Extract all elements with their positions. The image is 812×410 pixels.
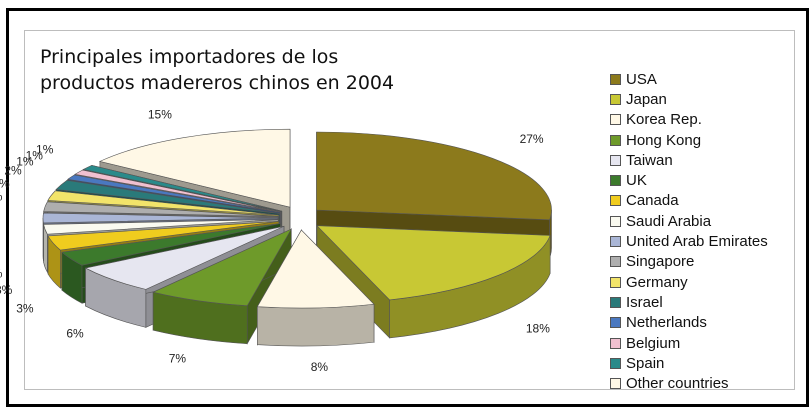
- legend-swatch: [610, 357, 621, 369]
- pie-slice-3: [256, 228, 375, 347]
- legend-label: Canada: [626, 192, 679, 210]
- legend-item: Taiwan: [610, 150, 768, 170]
- legend-label: UK: [626, 172, 647, 190]
- legend-label: Other countries: [626, 375, 729, 393]
- legend-swatch: [610, 175, 621, 187]
- legend-item: USA: [610, 69, 768, 89]
- legend-label: Saudi Arabia: [626, 212, 712, 230]
- data-label-14: 1%: [26, 148, 44, 162]
- legend-label: Germany: [626, 273, 688, 291]
- legend-item: Spain: [610, 353, 768, 373]
- legend-label: Spain: [626, 354, 665, 372]
- legend-label: United Arab Emirates: [626, 233, 768, 251]
- data-label-1: 27%: [520, 132, 544, 146]
- data-label-11: 2%: [0, 176, 10, 190]
- data-label-15: 1%: [36, 143, 54, 157]
- chart-legend: USA Japan Korea Rep. Hong Kong Taiwan UK Canad…: [610, 69, 768, 394]
- legend-swatch: [610, 154, 621, 166]
- legend-swatch: [610, 378, 621, 390]
- chart-title: Principales importadores de los producto…: [40, 46, 395, 94]
- legend-swatch: [610, 276, 621, 288]
- legend-item: Saudi Arabia: [610, 211, 768, 231]
- legend-swatch: [610, 134, 621, 146]
- data-label-12: 2%: [4, 164, 22, 178]
- data-label-4: 7%: [169, 351, 187, 365]
- legend-label: USA: [626, 70, 657, 88]
- legend-label: Taiwan: [626, 151, 673, 169]
- data-label-5: 6%: [66, 326, 84, 340]
- legend-label: Singapore: [626, 253, 695, 271]
- legend-swatch: [610, 114, 621, 126]
- legend-label: Hong Kong: [626, 131, 702, 149]
- data-label-3: 8%: [311, 360, 329, 374]
- data-label-2: 18%: [526, 321, 550, 335]
- legend-label: Israel: [626, 293, 663, 311]
- legend-item: Germany: [610, 272, 768, 292]
- legend-swatch: [610, 337, 621, 349]
- legend-item: Korea Rep.: [610, 110, 768, 130]
- data-label-10: 2%: [0, 190, 3, 204]
- pie-slice-2: [316, 224, 551, 339]
- legend-swatch: [610, 93, 621, 105]
- data-label-8: 2%: [0, 266, 3, 280]
- legend-item: Singapore: [610, 252, 768, 272]
- legend-item: United Arab Emirates: [610, 231, 768, 251]
- legend-label: Japan: [626, 90, 667, 108]
- legend-item: Other countries: [610, 373, 768, 393]
- legend-item: Netherlands: [610, 313, 768, 333]
- legend-swatch: [610, 215, 621, 227]
- legend-swatch: [610, 256, 621, 268]
- data-label-7: 3%: [0, 283, 13, 297]
- legend-item: Japan: [610, 89, 768, 109]
- legend-item: Hong Kong: [610, 130, 768, 150]
- legend-swatch: [610, 73, 621, 85]
- legend-item: Israel: [610, 292, 768, 312]
- legend-label: Korea Rep.: [626, 111, 702, 129]
- legend-label: Netherlands: [626, 314, 707, 332]
- legend-item: Canada: [610, 191, 768, 211]
- legend-swatch: [610, 317, 621, 329]
- data-label-6: 3%: [16, 302, 34, 316]
- chart-panel: [24, 30, 795, 390]
- data-label-13: 1%: [16, 154, 34, 168]
- legend-item: Belgium: [610, 333, 768, 353]
- legend-swatch: [610, 296, 621, 308]
- legend-swatch: [610, 236, 621, 248]
- data-label-16: 15%: [148, 107, 172, 121]
- legend-label: Belgium: [626, 334, 681, 352]
- legend-item: UK: [610, 170, 768, 190]
- legend-swatch: [610, 195, 621, 207]
